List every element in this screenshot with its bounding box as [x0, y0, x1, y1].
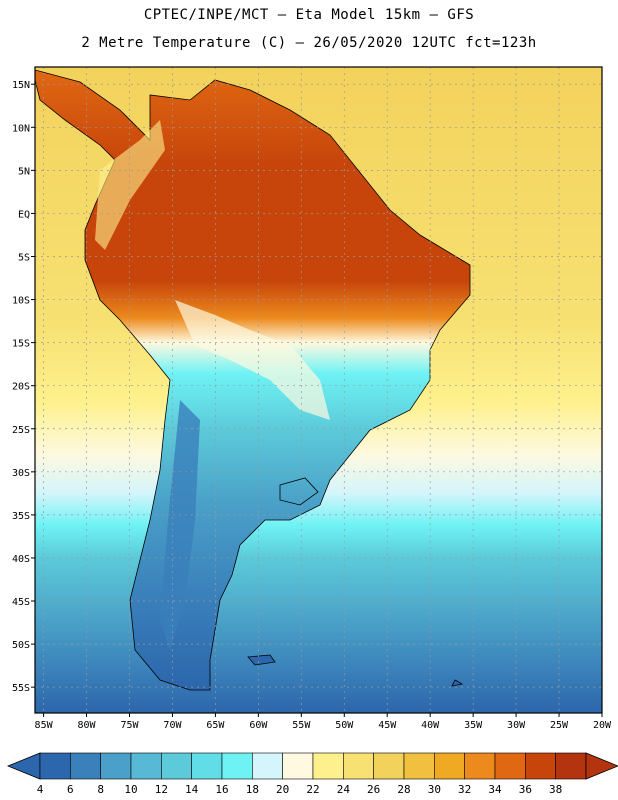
title-line-2: 2 Metre Temperature (C) – 26/05/2020 12U…: [81, 35, 537, 51]
colorbar-label: 20: [276, 783, 289, 796]
colorbar-cell: [100, 752, 132, 780]
lat-tick-label: 10N: [12, 123, 30, 134]
continent-landmass: [35, 69, 471, 691]
south-georgia-island: [451, 679, 464, 687]
colorbar-cell: [343, 752, 374, 780]
colorbar-label: 8: [97, 783, 104, 796]
andes-cold-patch: [160, 400, 200, 650]
colorbar-cell: [252, 752, 283, 780]
lon-tick-label: 35W: [464, 720, 483, 731]
colorbar-cell: [282, 752, 314, 780]
colorbar-label: 26: [367, 783, 380, 796]
lat-tick-label: 35S: [12, 511, 30, 522]
title-line-1: CPTEC/INPE/MCT – Eta Model 15km – GFS: [143, 7, 475, 23]
lon-tick-label: 85W: [35, 720, 54, 731]
colorbar-label: 6: [67, 783, 74, 796]
gridlines: [35, 67, 602, 713]
colorbar-label: 28: [397, 783, 410, 796]
colorbar-cell: [221, 752, 253, 780]
lon-tick-label: 30W: [507, 720, 526, 731]
lon-tick-label: 45W: [378, 720, 397, 731]
colorbar-cell: [403, 752, 435, 780]
lat-tick-label: 15S: [12, 339, 30, 350]
warm-plateau-patch: [175, 300, 330, 420]
colorbar-label: 12: [155, 783, 168, 796]
colorbar-cell: [434, 752, 465, 780]
map-frame: [34, 66, 603, 714]
colorbar-cell: [494, 752, 526, 780]
lat-tick-label: EQ: [18, 209, 30, 220]
lon-tick-label: 25W: [550, 720, 569, 731]
lon-tick-label: 40W: [421, 720, 440, 731]
lon-tick-label: 50W: [335, 720, 354, 731]
lon-tick-label: 20W: [593, 720, 612, 731]
andes-highland-patch: [95, 120, 165, 250]
lat-tick-label: 15N: [12, 80, 30, 91]
lat-tick-label: 45S: [12, 597, 30, 608]
lon-tick-label: 70W: [163, 720, 182, 731]
lon-tick-label: 60W: [249, 720, 268, 731]
lat-tick-label: 40S: [12, 554, 30, 565]
colorbar-label: 38: [549, 783, 562, 796]
colorbar-label: 36: [519, 783, 532, 796]
colorbar-cell: [525, 752, 556, 780]
lon-tick-label: 75W: [120, 720, 139, 731]
lon-tick-label: 55W: [292, 720, 311, 731]
lagoon-outline: [279, 477, 319, 506]
colorbar-label: 22: [306, 783, 319, 796]
lat-tick-label: 55S: [12, 683, 30, 694]
colorbar-cell: [161, 752, 192, 780]
colorbar-label: 16: [215, 783, 228, 796]
colorbar-cell: [373, 752, 405, 780]
lon-tick-label: 80W: [78, 720, 97, 731]
colorbar-cell: [70, 752, 101, 780]
colorbar: 4 6 8 10 12 14 16 18 20 22 24 26 28 30 32 34 36 38: [6, 752, 618, 796]
lon-axis: 85W 80W 75W 70W 65W 60W 55W 50W 45W 40W 35W 30W 25W 2…: [35, 713, 612, 731]
lat-tick-label: 5N: [18, 166, 30, 177]
lat-tick-label: 5S: [18, 252, 30, 263]
colorbar-right-arrow: [585, 752, 618, 780]
lat-tick-label: 20S: [12, 382, 30, 393]
lat-tick-label: 30S: [12, 468, 30, 479]
lat-tick-label: 25S: [12, 425, 30, 436]
colorbar-cell: [464, 752, 496, 780]
colorbar-label: 34: [488, 783, 502, 796]
lat-tick-label: 10S: [12, 296, 30, 307]
lon-tick-label: 65W: [206, 720, 225, 731]
colorbar-label: 24: [337, 783, 351, 796]
colorbar-cell: [555, 752, 587, 780]
colorbar-label: 30: [428, 783, 441, 796]
colorbar-cell: [39, 752, 71, 780]
colorbar-label: 14: [185, 783, 199, 796]
lat-axis: 15N 10N 5N EQ 5S 10S 15S 20S 25S 30S 35S 40S 45S 50S 5…: [12, 80, 35, 694]
colorbar-label: 10: [124, 783, 137, 796]
colorbar-cell: [312, 752, 344, 780]
colorbar-label: 4: [37, 783, 44, 796]
falkland-islands: [247, 654, 276, 666]
colorbar-label: 32: [458, 783, 471, 796]
lat-tick-label: 50S: [12, 640, 30, 651]
colorbar-label: 18: [246, 783, 259, 796]
colorbar-left-arrow: [6, 752, 41, 780]
colorbar-cell: [130, 752, 162, 780]
colorbar-cell: [191, 752, 223, 780]
